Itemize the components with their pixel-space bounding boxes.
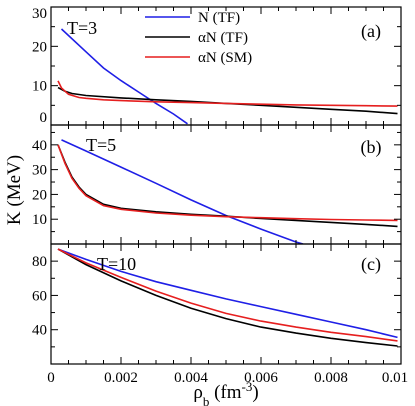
legend-label: αN (TF) [198, 30, 248, 46]
legend-label: αN (SM) [198, 50, 252, 66]
panel-label: (b) [361, 137, 382, 158]
x-tick-label: 0.002 [104, 370, 138, 386]
series-line-alpha-n-tf [57, 248, 398, 347]
y-tick-label: 0 [40, 110, 48, 126]
temperature-annotation: T=10 [97, 254, 136, 274]
series-line-alpha-n-sm [57, 80, 398, 107]
y-tick-label: 10 [32, 79, 47, 95]
y-tick-label: 40 [32, 323, 47, 339]
series-line-alpha-n-sm [57, 248, 398, 342]
panel-a: 0 10 20 30 T=3 (a) N (TF) αN (TF) αN (SM) [32, 6, 402, 126]
panel-label: (a) [361, 21, 381, 42]
legend-label: N (TF) [198, 10, 240, 26]
y-tick-label: 10 [32, 212, 47, 228]
panel-b: 10 20 30 40 T=5 (b) [32, 124, 402, 245]
series-line-alpha-n-sm [57, 144, 398, 222]
legend: N (TF) αN (TF) αN (SM) [145, 10, 252, 66]
y-tick-label: 60 [32, 288, 47, 304]
y-tick-label: 40 [32, 138, 47, 154]
x-tick-label: 0.004 [174, 370, 208, 386]
y-tick-label: 20 [32, 187, 47, 203]
y-tick-label: 30 [32, 163, 47, 179]
x-tick-label: 0.006 [244, 370, 278, 386]
x-tick-label: 0.008 [314, 370, 348, 386]
series-line-n-tf [57, 248, 398, 339]
temperature-annotation: T=3 [67, 18, 97, 38]
y-tick-label: 30 [32, 6, 47, 22]
series-line-alpha-n-tf [57, 86, 398, 115]
x-axis-label: ρb (fm-3) [193, 379, 258, 406]
x-tick-label: 0.01 [382, 370, 408, 386]
panel-c: 40 60 80 0 0.002 0.004 0.006 0.008 0.01 ρb (fm-3)… [32, 243, 408, 406]
y-axis-label: K (MeV) [4, 155, 25, 225]
series-line-n-tf [61, 139, 304, 244]
series-line-n-tf [60, 28, 188, 125]
panel-label: (c) [361, 254, 381, 275]
series-line-alpha-n-tf [57, 144, 398, 228]
temperature-annotation: T=5 [86, 135, 116, 155]
x-tick-label: 0 [47, 370, 55, 386]
y-tick-label: 80 [32, 254, 47, 270]
y-tick-label: 20 [32, 39, 47, 55]
